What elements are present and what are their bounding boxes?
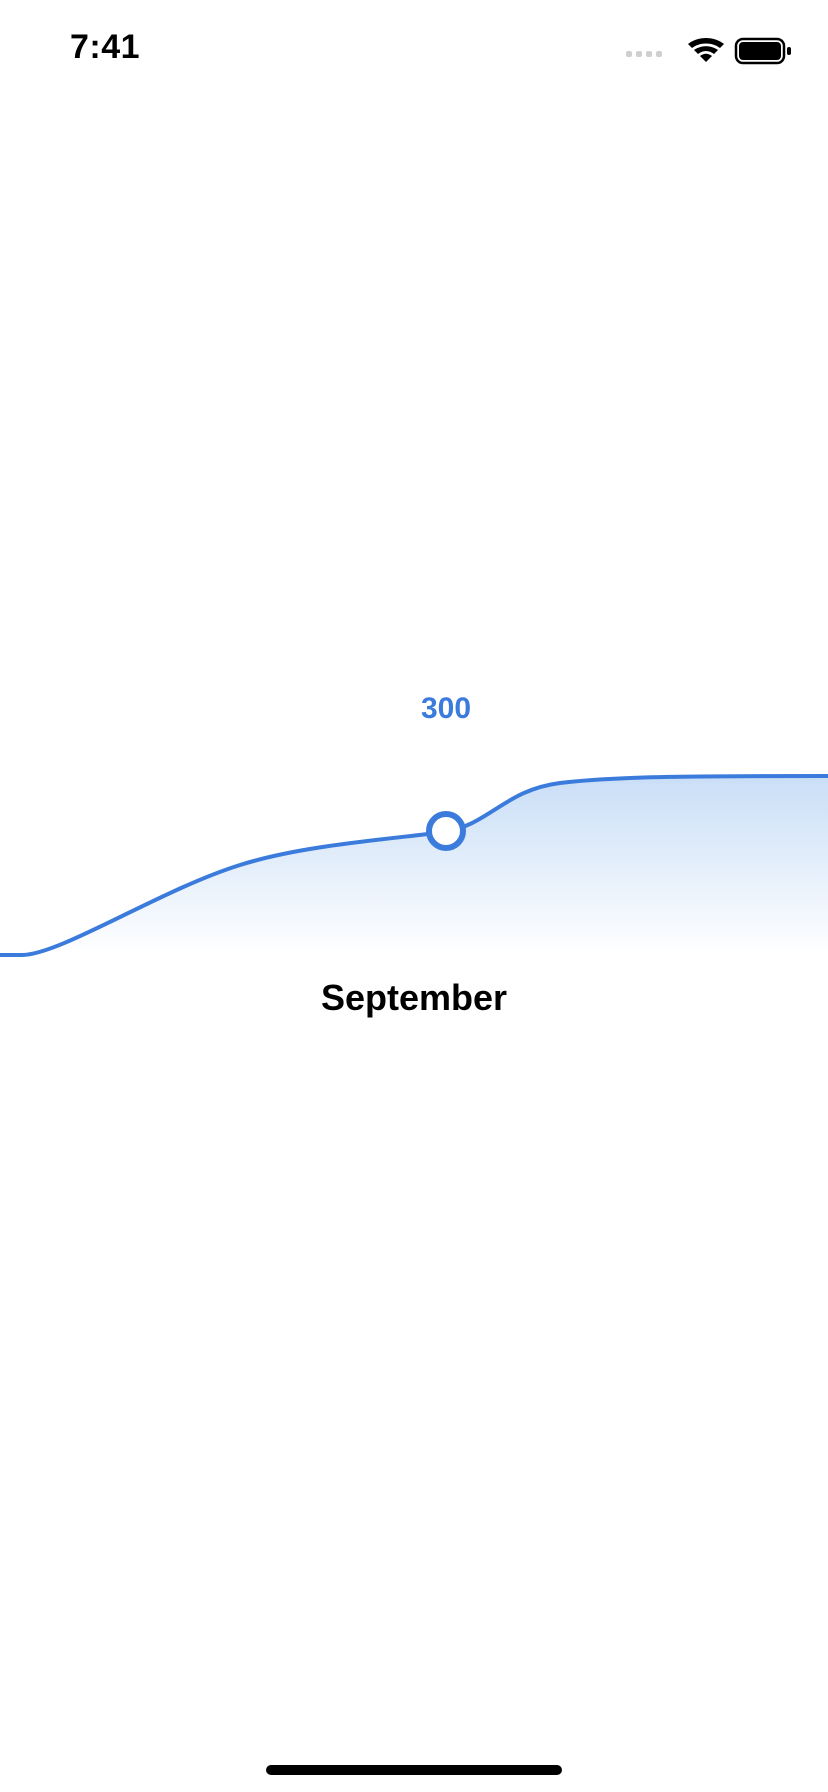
status-time: 7:41 <box>70 28 141 66</box>
battery-icon <box>734 37 791 65</box>
chart-value-label: 300 <box>420 692 472 725</box>
chart-month-label: September <box>320 977 508 1018</box>
home-indicator[interactable] <box>266 1765 562 1775</box>
wifi-icon <box>688 38 724 62</box>
chart-area-fill <box>0 776 828 955</box>
chart-selected-point[interactable] <box>426 811 466 851</box>
status-icons <box>626 37 791 65</box>
signal-icon <box>626 51 662 57</box>
status-bar: 7:41 <box>0 0 828 100</box>
